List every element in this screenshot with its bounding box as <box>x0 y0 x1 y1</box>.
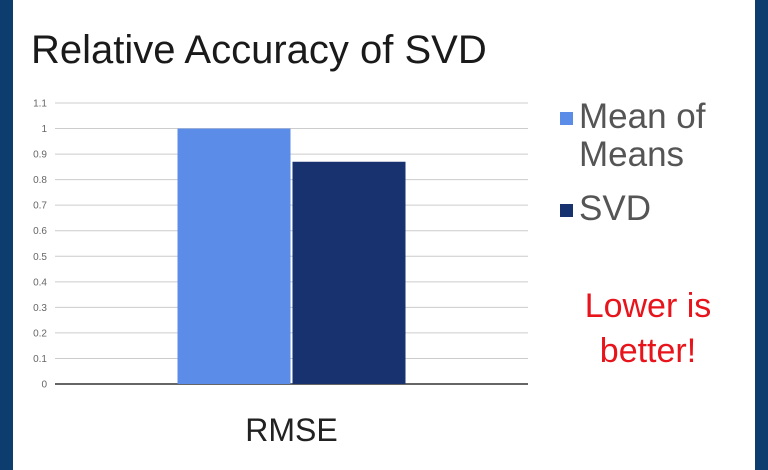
bar-mean-of-means <box>177 128 291 384</box>
legend: Mean of Means SVD <box>560 98 729 228</box>
annotation-line-1: Lower is <box>584 287 712 325</box>
y-tick-label: 1.1 <box>33 99 47 110</box>
annotation-line-2: better! <box>599 332 697 370</box>
legend-item-mean-of-means: Mean of Means <box>560 98 729 174</box>
y-tick-label: 0.3 <box>33 303 47 314</box>
y-tick-label: 0.6 <box>33 226 47 237</box>
legend-swatch-svd <box>560 204 573 217</box>
x-category-label: RMSE <box>245 412 337 448</box>
x-axis-labels: RMSE <box>245 412 337 448</box>
y-tick-label: 1 <box>41 124 47 135</box>
y-tick-label: 0.1 <box>33 354 47 365</box>
y-tick-label: 0.2 <box>33 328 47 339</box>
annotation-note: Lower is better! <box>553 284 743 374</box>
y-tick-label: 0.9 <box>33 150 47 161</box>
y-tick-label: 0.5 <box>33 252 47 263</box>
y-axis-ticks: 0 0.1 0.2 0.3 0.4 0.5 0.6 0.7 0.8 0.9 1 1.1 <box>33 99 47 391</box>
y-tick-label: 0 <box>41 380 47 391</box>
slide: Relative Accuracy of SVD 0 0.1 0.2 0.3 0.4 0.… <box>13 0 755 470</box>
chart-title: Relative Accuracy of SVD <box>31 28 487 72</box>
y-tick-label: 0.7 <box>33 201 47 212</box>
y-tick-label: 0.8 <box>33 175 47 186</box>
legend-swatch-mean-of-means <box>560 112 573 125</box>
bar-svd <box>292 161 406 384</box>
legend-label-svd: SVD <box>579 189 651 228</box>
legend-label-mean-of-means: Mean of Means <box>579 97 706 174</box>
bars <box>177 128 406 384</box>
gridlines <box>55 102 528 385</box>
legend-item-svd: SVD <box>560 190 729 228</box>
bar-chart: 0 0.1 0.2 0.3 0.4 0.5 0.6 0.7 0.8 0.9 1 1.1 RMSE <box>33 99 528 448</box>
y-tick-label: 0.4 <box>33 277 47 288</box>
